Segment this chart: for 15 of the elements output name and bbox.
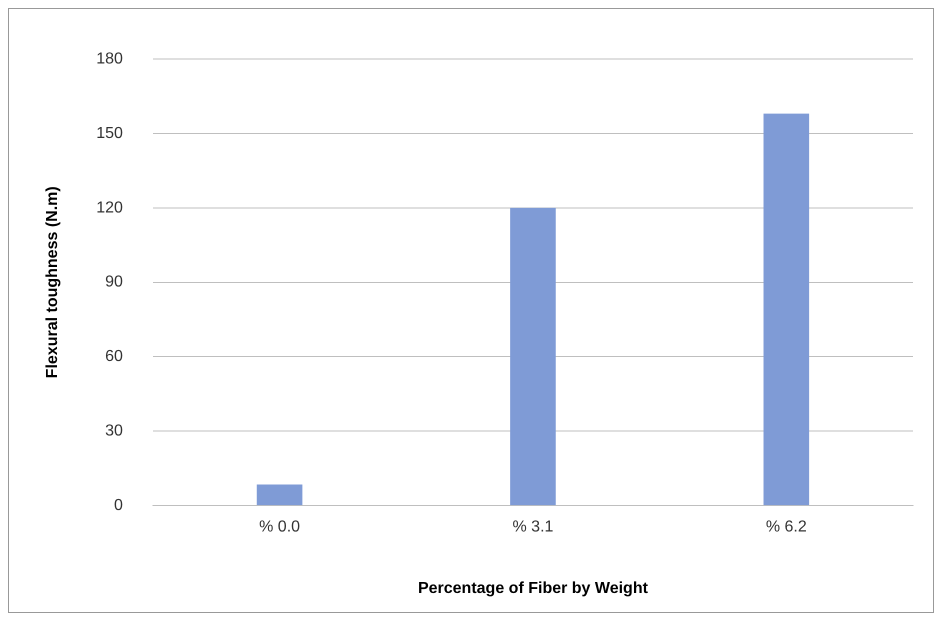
y-tick-label: 30 <box>105 422 123 440</box>
x-axis-title: Percentage of Fiber by Weight <box>418 580 649 597</box>
y-tick-label: 120 <box>96 199 123 216</box>
bar <box>256 484 302 506</box>
x-tick-label: % 6.2 <box>766 518 807 536</box>
y-tick-label: 60 <box>105 348 123 366</box>
y-tick-label: 90 <box>105 274 123 291</box>
y-tick-label: 150 <box>96 124 123 142</box>
y-tick-label: 0 <box>114 497 123 514</box>
y-tick-label: 180 <box>96 50 123 68</box>
x-tick-label: % 0.0 <box>259 518 300 536</box>
x-tick-label: % 3.1 <box>512 518 554 536</box>
bar <box>510 208 556 506</box>
y-axis-title: Flexural toughness (N.m) <box>44 186 62 378</box>
bar <box>764 114 810 506</box>
